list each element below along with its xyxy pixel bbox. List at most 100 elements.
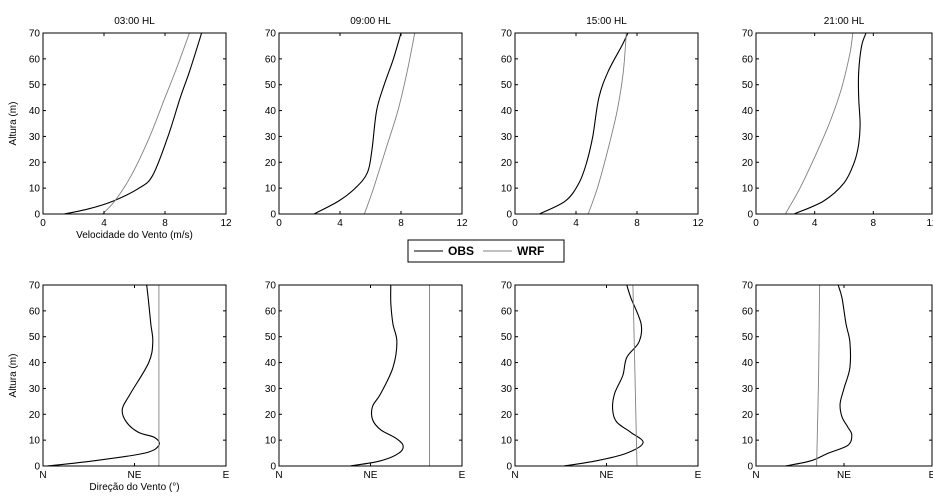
series-line-obs: [313, 33, 402, 214]
axes-box: [42, 32, 227, 215]
y-tick-label: 0: [34, 462, 40, 473]
y-tick-label: 30: [742, 132, 754, 143]
y-tick-label: 20: [501, 410, 513, 421]
x-tick-label: NE: [128, 470, 142, 481]
series-line-obs: [47, 285, 161, 466]
y-tick-label: 10: [265, 436, 277, 447]
panel-direction-1: 0 10 20 30 40 50 60 70 N NE E Direção do Vento (°) A…: [8, 281, 230, 494]
axes-box: [278, 32, 463, 215]
y-tick-label: 30: [742, 384, 754, 395]
x-tick-label: N: [39, 470, 46, 481]
x-tick-label: N: [275, 470, 282, 481]
x-tick-label: 4: [337, 218, 343, 229]
y-tick-label: 70: [29, 29, 41, 40]
panel-title: 21:00 HL: [824, 16, 865, 27]
x-tick-label: E: [695, 470, 702, 481]
panel-title: 03:00 HL: [114, 16, 155, 27]
y-tick-label: 10: [501, 436, 513, 447]
x-tick-label: E: [459, 470, 466, 481]
x-tick-label: 4: [101, 218, 107, 229]
y-tick-label: 30: [501, 132, 513, 143]
x-tick-label: N: [511, 470, 518, 481]
x-tick-label: 0: [40, 218, 46, 229]
y-tick-label: 0: [747, 210, 753, 221]
y-tick-label: 0: [270, 462, 276, 473]
x-axis-label: Velocidade do Vento (m/s): [76, 230, 193, 241]
series-line-wrf: [587, 33, 627, 214]
y-tick-label: 40: [742, 106, 754, 117]
y-tick-label: 60: [501, 306, 513, 317]
panel-direction-4: 0 10 20 30 40 50 60 70 N NE E: [742, 281, 933, 482]
y-tick-label: 50: [501, 80, 513, 91]
y-tick-label: 40: [501, 106, 513, 117]
y-tick-label: 60: [742, 54, 754, 65]
y-tick-label: 30: [29, 132, 41, 143]
y-tick-label: 10: [501, 184, 513, 195]
series-line-obs: [64, 33, 203, 214]
y-tick-label: 50: [265, 80, 277, 91]
y-tick-label: 50: [501, 332, 513, 343]
panel-title: 15:00 HL: [586, 16, 627, 27]
axes-box: [755, 32, 933, 215]
y-tick-label: 40: [742, 358, 754, 369]
y-tick-label: 10: [742, 436, 754, 447]
legend: OBS WRF: [407, 239, 565, 263]
x-tick-label: 0: [753, 218, 759, 229]
panel-speed-3: 15:00 HL 0 10 20 30 40 50 60 70 0 4 8 12: [501, 16, 704, 229]
y-tick-label: 0: [34, 210, 40, 221]
x-tick-label: 12: [926, 218, 933, 229]
x-axis-label: Direção do Vento (°): [89, 482, 179, 493]
y-tick-label: 0: [506, 462, 512, 473]
panel-speed-2: 09:00 HL 0 10 20 30 40 50 60 70 0 4 8 12: [265, 16, 468, 229]
x-tick-label: 8: [871, 218, 877, 229]
y-tick-label: 40: [501, 358, 513, 369]
y-tick-label: 20: [265, 158, 277, 169]
series-line-obs: [350, 285, 404, 466]
panel-speed-4: 21:00 HL 0 10 20 30 40 50 60 70 0 4 8 12: [742, 16, 933, 229]
y-tick-label: 40: [265, 106, 277, 117]
y-tick-label: 60: [742, 306, 754, 317]
axes-box: [514, 32, 699, 215]
series-line-wrf: [632, 285, 638, 466]
y-tick-label: 70: [265, 281, 277, 292]
x-tick-label: 8: [398, 218, 404, 229]
y-tick-label: 10: [29, 436, 41, 447]
x-tick-label: 0: [512, 218, 518, 229]
y-tick-label: 60: [29, 306, 41, 317]
y-tick-label: 50: [742, 80, 754, 91]
y-axis-label: Altura (m): [8, 354, 19, 398]
panel-direction-2: 0 10 20 30 40 50 60 70 N NE E: [265, 281, 466, 482]
y-tick-label: 70: [29, 281, 41, 292]
y-tick-label: 70: [742, 29, 754, 40]
legend-label-obs: OBS: [448, 244, 474, 258]
y-tick-label: 20: [742, 158, 754, 169]
y-tick-label: 10: [265, 184, 277, 195]
y-tick-label: 60: [29, 54, 41, 65]
y-axis-label: Altura (m): [8, 102, 19, 146]
y-tick-label: 60: [265, 54, 277, 65]
x-tick-label: 12: [692, 218, 704, 229]
series-line-wrf: [816, 285, 821, 466]
y-tick-label: 0: [270, 210, 276, 221]
y-tick-label: 30: [265, 132, 277, 143]
y-tick-label: 30: [501, 384, 513, 395]
x-tick-label: 8: [634, 218, 640, 229]
y-tick-label: 0: [747, 462, 753, 473]
series-line-wrf: [784, 33, 854, 214]
y-tick-label: 30: [29, 384, 41, 395]
y-tick-label: 20: [265, 410, 277, 421]
y-tick-label: 10: [742, 184, 754, 195]
panel-direction-3: 0 10 20 30 40 50 60 70 N NE E: [501, 281, 702, 482]
y-tick-label: 50: [265, 332, 277, 343]
y-tick-label: 20: [742, 410, 754, 421]
y-tick-label: 70: [501, 281, 513, 292]
axes-box: [514, 284, 699, 467]
x-tick-label: NE: [600, 470, 614, 481]
series-line-obs: [785, 285, 853, 466]
x-tick-label: 12: [456, 218, 468, 229]
y-tick-label: 60: [501, 54, 513, 65]
y-tick-label: 30: [265, 384, 277, 395]
y-tick-label: 70: [501, 29, 513, 40]
